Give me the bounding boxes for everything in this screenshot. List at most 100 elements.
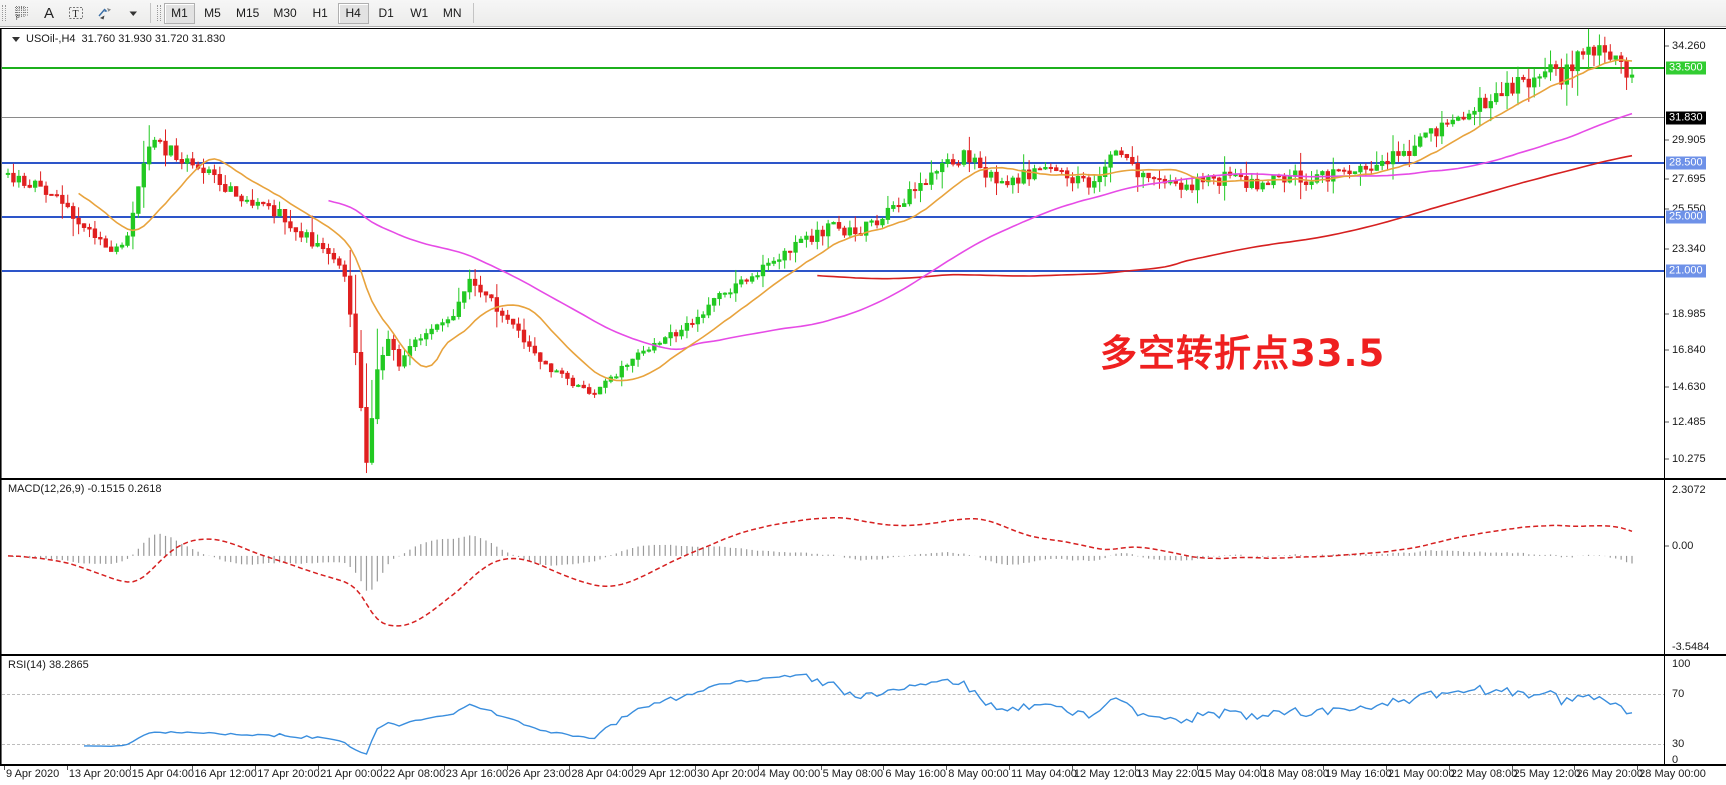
- time-tick-label-18: 13 May 22:00: [1136, 768, 1204, 780]
- symbol-dropdown-icon[interactable]: [12, 36, 20, 42]
- time-tick-mark: [318, 766, 320, 770]
- price-plot-area[interactable]: USOil-,H4 31.760 31.930 31.720 31.830 多空…: [2, 28, 1726, 478]
- time-tick-mark: [632, 766, 634, 770]
- time-tick-label-5: 21 Apr 00:00: [320, 768, 383, 780]
- crosshair-grid-icon[interactable]: F: [9, 2, 35, 24]
- macd-tick-min: -3.5484: [1672, 641, 1710, 653]
- toolbar-A-glyph: A: [43, 4, 54, 22]
- price-badge-31830: 31.830: [1666, 111, 1706, 125]
- rsi-scale[interactable]: 100 70 30 0: [1664, 656, 1726, 766]
- time-tick-label-10: 29 Apr 12:00: [634, 768, 697, 780]
- objects-arrows-icon[interactable]: [91, 2, 119, 24]
- time-tick-label-24: 25 May 12:00: [1513, 768, 1581, 780]
- dropdown-arrow-icon[interactable]: [121, 2, 145, 24]
- timeframe-h4[interactable]: H4: [337, 2, 369, 24]
- price-pane[interactable]: USOil-,H4 31.760 31.930 31.720 31.830 多空…: [0, 28, 1726, 479]
- time-tick-mark: [1071, 766, 1073, 770]
- macd-title: MACD(12,26,9) -0.1515 0.2618: [8, 483, 162, 495]
- price-tick-14630: 14.630: [1672, 381, 1706, 393]
- price-scale[interactable]: 34.260 33.500 31.830 29.905 28.500 27.69…: [1664, 29, 1726, 478]
- price-tick-16840: 16.840: [1672, 344, 1706, 356]
- macd-scale[interactable]: 2.3072 0.00 -3.5484: [1664, 480, 1726, 654]
- time-axis[interactable]: 9 Apr 2020 13 Apr 20:00 15 Apr 04:00 16 Apr…: [0, 765, 1726, 785]
- timeframe-m1[interactable]: M1: [164, 2, 195, 24]
- time-tick-mark: [255, 766, 257, 770]
- time-tick-mark: [1448, 766, 1450, 770]
- time-tick-label-13: 5 May 08:00: [822, 768, 884, 780]
- time-tick-label-12: 4 May 00:00: [759, 768, 821, 780]
- price-tick-18985: 18.985: [1672, 308, 1706, 320]
- macd-tick-max: 2.3072: [1672, 484, 1706, 496]
- price-badge-25000: 25.000: [1666, 210, 1706, 224]
- price-pane-left-scroll[interactable]: [0, 29, 2, 478]
- macd-plot-area[interactable]: MACD(12,26,9) -0.1515 0.2618: [2, 480, 1726, 654]
- price-badge-28500: 28.500: [1666, 156, 1706, 170]
- symbol-info-line: USOil-,H4 31.760 31.930 31.720 31.830: [6, 31, 225, 47]
- time-tick-mark: [129, 766, 131, 770]
- text-label-A-icon[interactable]: A: [37, 2, 61, 24]
- timeframe-m5[interactable]: M5: [204, 6, 221, 20]
- time-tick-label-3: 16 Apr 12:00: [194, 768, 257, 780]
- macd-pane[interactable]: MACD(12,26,9) -0.1515 0.2618 2.3072 0.00…: [0, 479, 1726, 655]
- level-line-21000[interactable]: [2, 270, 1666, 272]
- rsi-title: RSI(14) 38.2865: [8, 659, 89, 671]
- rsi-pane-left-scroll[interactable]: [0, 656, 2, 764]
- rsi-pane[interactable]: RSI(14) 38.2865 100 70 30 0: [0, 655, 1726, 766]
- timeframe-m15[interactable]: M15: [236, 6, 260, 20]
- time-tick-label-26: 28 May 00:00: [1639, 768, 1706, 780]
- timeframe-drag-handle[interactable]: [156, 2, 163, 24]
- time-tick-mark: [694, 766, 696, 770]
- timeframe-d1[interactable]: D1: [378, 6, 394, 20]
- rsi-level-70: [2, 694, 1666, 695]
- time-tick-mark: [1134, 766, 1136, 770]
- price-tick-12485: 12.485: [1672, 416, 1706, 428]
- level-line-33500[interactable]: [2, 67, 1666, 69]
- time-tick-mark: [820, 766, 822, 770]
- time-tick-label-7: 23 Apr 16:00: [445, 768, 509, 780]
- time-tick-label-20: 18 May 08:00: [1262, 768, 1329, 780]
- macd-tick-zero: 0.00: [1672, 540, 1694, 552]
- time-tick-label-25: 26 May 20:00: [1576, 768, 1644, 780]
- time-tick-mark: [946, 766, 948, 770]
- svg-text:F: F: [16, 16, 20, 21]
- timeframe-h1[interactable]: H1: [312, 6, 328, 20]
- symbol-name: USOil-,H4: [26, 33, 76, 45]
- time-tick-label-14: 6 May 16:00: [885, 768, 946, 780]
- time-tick-mark: [1009, 766, 1011, 770]
- time-tick-label-11: 30 Apr 20:00: [696, 768, 760, 780]
- text-box-T-icon[interactable]: T: [63, 2, 89, 24]
- time-tick-label-6: 22 Apr 08:00: [382, 768, 446, 780]
- time-tick-mark: [66, 766, 68, 770]
- time-tick-label-2: 15 Apr 04:00: [131, 768, 195, 780]
- time-tick-mark: [1385, 766, 1387, 770]
- level-line-25000[interactable]: [2, 216, 1666, 218]
- rsi-plot-area[interactable]: RSI(14) 38.2865: [2, 656, 1726, 764]
- time-tick-label-1: 13 Apr 20:00: [68, 768, 132, 780]
- timeframe-w1[interactable]: W1: [410, 6, 429, 20]
- toolbar-drag-handle[interactable]: [1, 2, 8, 24]
- timeframe-m30[interactable]: M30: [273, 6, 297, 20]
- time-tick-label-21: 19 May 16:00: [1325, 768, 1392, 780]
- chart-annotation-text: 多空转折点33.5: [1100, 332, 1386, 375]
- level-line-31830[interactable]: [2, 117, 1666, 118]
- time-tick-label-23: 22 May 08:00: [1450, 768, 1518, 780]
- time-tick-label-15: 8 May 00:00: [948, 768, 1009, 780]
- time-tick-mark: [4, 766, 5, 770]
- time-tick-label-19: 15 May 04:00: [1199, 768, 1267, 780]
- price-tick-27695: 27.695: [1672, 173, 1706, 185]
- time-tick-label-17: 12 May 12:00: [1073, 768, 1141, 780]
- time-tick-mark: [443, 766, 445, 770]
- time-tick-mark: [1323, 766, 1325, 770]
- macd-plot-svg: [7, 516, 1633, 627]
- rsi-tick-30: 30: [1672, 738, 1685, 750]
- price-candles-svg: [5, 28, 1635, 474]
- macd-pane-left-scroll[interactable]: [0, 480, 2, 654]
- level-line-28500[interactable]: [2, 162, 1666, 164]
- price-badge-33500: 33.500: [1666, 61, 1706, 75]
- time-tick-mark: [506, 766, 508, 770]
- time-tick-mark: [1511, 766, 1513, 770]
- time-tick-label-0: 9 Apr 2020: [6, 768, 60, 780]
- price-tick-23340: 23.340: [1672, 243, 1706, 255]
- rsi-tick-70: 70: [1672, 688, 1685, 700]
- timeframe-mn[interactable]: MN: [442, 6, 462, 20]
